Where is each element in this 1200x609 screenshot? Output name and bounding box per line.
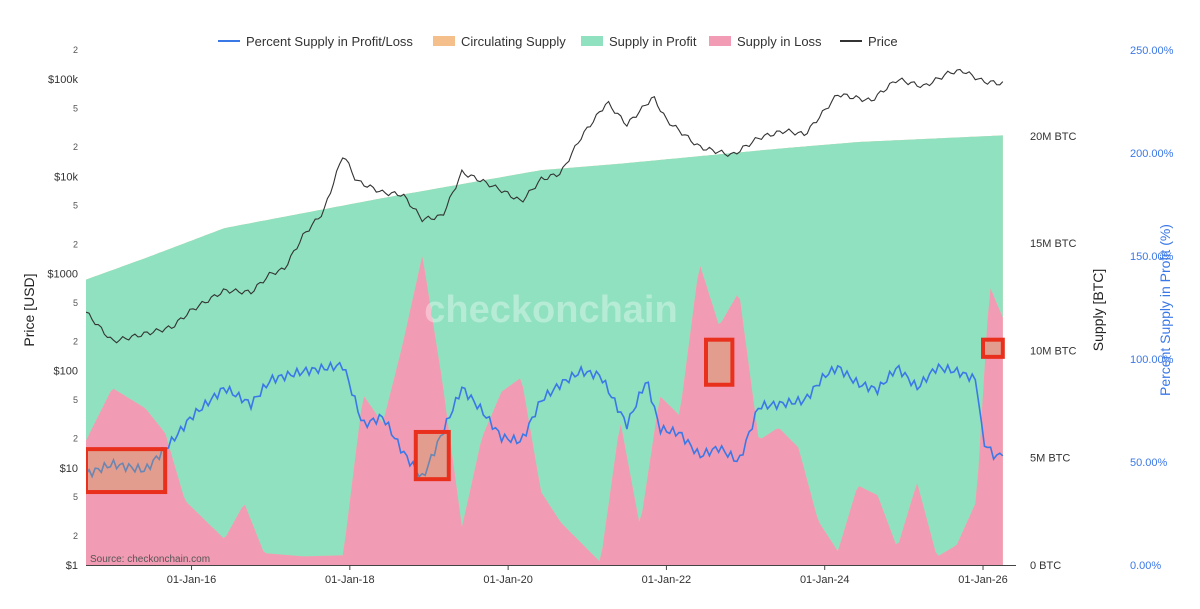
legend: Percent Supply in Profit/Loss Circulating… <box>218 34 898 49</box>
percent-supply-line <box>86 360 1004 479</box>
price-minor-tick-label: 5 <box>73 298 78 308</box>
x-tick-label: 01-Jan-24 <box>800 574 850 586</box>
watermark: checkonchain <box>424 289 677 331</box>
price-minor-tick-label: 2 <box>73 336 78 346</box>
price-axis-title: Price [USD] <box>21 273 37 346</box>
price-minor-tick-label: 5 <box>73 103 78 113</box>
x-tick-label: 01-Jan-18 <box>325 574 375 586</box>
price-minor-tick-label: 5 <box>73 395 78 405</box>
price-tick-label: $1000 <box>47 269 78 281</box>
price-minor-tick-label: 2 <box>73 142 78 152</box>
price-minor-tick-label: 2 <box>73 239 78 249</box>
percent-axis-title: Percent Supply in Profit (%) <box>1157 224 1173 396</box>
price-minor-tick-label: 2 <box>73 434 78 444</box>
percent-tick-label: 250.00% <box>1130 45 1174 57</box>
highlight-boxes <box>86 337 1005 495</box>
legend-label: Supply in Profit <box>609 34 697 49</box>
legend-label: Supply in Loss <box>737 34 822 49</box>
legend-swatch <box>433 36 455 46</box>
percent-tick-label: 50.00% <box>1130 457 1168 469</box>
price-tick-label: $10k <box>54 171 78 183</box>
source-note: Source: checkonchain.com <box>90 554 210 565</box>
percent-tick-label: 150.00% <box>1130 251 1174 263</box>
supply-tick-label: 10M BTC <box>1030 345 1077 357</box>
highlight-box-1 <box>86 447 168 495</box>
x-tick-label: 01-Jan-22 <box>642 574 692 586</box>
supply-axis-title: Supply [BTC] <box>1090 269 1106 351</box>
supply-tick-label: 0 BTC <box>1030 560 1061 572</box>
price-axis: $1 2 5 $10 2 5 $100 2 5 $1000 2 5 $10k 2 5 $100k 2 <box>47 45 78 572</box>
percent-axis: 0.00% 50.00% 100.00% 150.00% 200.00% 250.00% <box>1130 45 1174 572</box>
legend-swatch <box>581 36 603 46</box>
legend-label: Circulating Supply <box>461 34 566 49</box>
x-tick-label: 01-Jan-20 <box>483 574 533 586</box>
price-minor-tick-label: 2 <box>73 45 78 55</box>
legend-label: Percent Supply in Profit/Loss <box>246 34 413 49</box>
price-tick-label: $100 <box>54 366 78 378</box>
x-tick-label: 01-Jan-26 <box>958 574 1008 586</box>
x-tick-label: 01-Jan-16 <box>167 574 217 586</box>
supply-tick-label: 5M BTC <box>1030 453 1070 465</box>
price-tick-label: $100k <box>48 74 78 86</box>
legend-label: Price <box>868 34 898 49</box>
supply-tick-label: 15M BTC <box>1030 238 1077 250</box>
price-minor-tick-label: 2 <box>73 531 78 541</box>
highlight-box-2 <box>413 429 451 482</box>
percent-tick-label: 100.00% <box>1130 354 1174 366</box>
supply-tick-label: 20M BTC <box>1030 131 1077 143</box>
price-minor-tick-label: 5 <box>73 492 78 502</box>
legend-swatch <box>709 36 731 46</box>
percent-tick-label: 0.00% <box>1130 560 1161 572</box>
price-minor-tick-label: 5 <box>73 201 78 211</box>
highlight-box-4 <box>981 337 1005 359</box>
price-tick-label: $10 <box>60 463 78 475</box>
supply-in-loss-area <box>86 256 1003 565</box>
supply-axis: 0 BTC 5M BTC 10M BTC 15M BTC 20M BTC <box>1030 131 1077 572</box>
price-tick-label: $1 <box>66 560 78 572</box>
price-line <box>86 68 1004 344</box>
highlight-box-3 <box>704 337 735 387</box>
percent-tick-label: 200.00% <box>1130 148 1174 160</box>
supply-in-profit-area <box>86 135 1003 562</box>
x-axis: 01-Jan-16 01-Jan-18 01-Jan-20 01-Jan-22 01-J… <box>167 565 1008 586</box>
plot-area: checkonchain <box>86 68 1005 565</box>
